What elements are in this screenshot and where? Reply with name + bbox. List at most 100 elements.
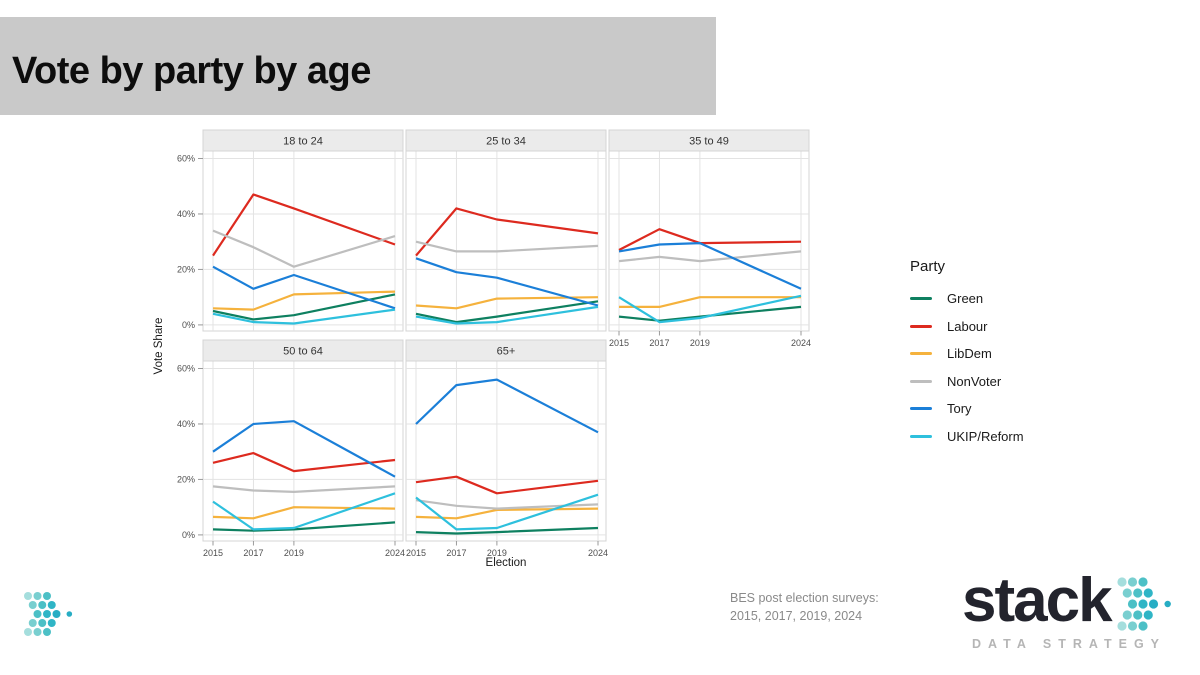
series-line-ukip-reform <box>415 493 599 531</box>
chart-legend: Party Green Labour LibDem NonVoter Tory UKIP/… <box>910 258 1024 450</box>
series-line-labour <box>415 475 599 495</box>
x-tick-label: 2017 <box>446 548 466 558</box>
dot <box>43 610 51 618</box>
legend-swatch <box>910 297 932 301</box>
y-tick-label: 40% <box>177 419 195 429</box>
stack-tagline: DATA STRATEGY <box>972 637 1167 651</box>
dot <box>1132 610 1142 620</box>
legend-item-nonvoter: NonVoter <box>910 368 1024 396</box>
series-line-green <box>415 526 599 535</box>
series-line-green <box>415 300 599 324</box>
series-line-labour <box>618 228 802 251</box>
dot <box>1127 599 1137 609</box>
source-note: BES post election surveys: 2015, 2017, 2… <box>730 589 879 625</box>
series-line-tory <box>212 420 396 478</box>
series-line-green <box>618 305 802 322</box>
x-tick-label: 2019 <box>284 548 304 558</box>
dot <box>1116 621 1127 631</box>
legend-swatch <box>910 434 932 438</box>
dot <box>43 592 51 600</box>
dot <box>47 601 56 609</box>
legend-item-tory: Tory <box>910 395 1024 423</box>
legend-label: LibDem <box>947 346 992 362</box>
dot <box>33 628 42 636</box>
facet-strip <box>202 129 404 152</box>
dot <box>1127 577 1137 587</box>
source-line-2: 2015, 2017, 2019, 2024 <box>730 609 863 623</box>
series-line-libdem <box>212 506 396 520</box>
facet-panel <box>405 360 607 542</box>
title-banner: Vote by party by age <box>0 17 716 115</box>
series-line-labour <box>212 452 396 473</box>
facet-panel <box>202 150 404 332</box>
y-tick-label: 60% <box>177 363 195 373</box>
dot <box>66 611 73 617</box>
dot <box>1122 610 1132 620</box>
y-axis-title: Vote Share <box>153 318 165 375</box>
dots-chevron-right-icon <box>24 592 73 636</box>
legend-swatch <box>910 407 932 411</box>
dot <box>1137 621 1148 631</box>
x-axis-title: Election <box>486 557 527 569</box>
series-line-green <box>212 293 396 321</box>
facet-strip-label: 50 to 64 <box>283 346 323 358</box>
y-tick-label: 20% <box>177 264 195 274</box>
x-tick-label: 2024 <box>588 548 608 558</box>
dot <box>33 592 42 600</box>
y-tick-label: 20% <box>177 474 195 484</box>
dot <box>52 610 61 618</box>
page-title: Vote by party by age <box>12 49 371 92</box>
series-line-nonvoter <box>212 485 396 493</box>
facet-strip <box>202 339 404 362</box>
brand-row: stack <box>962 566 1173 635</box>
x-tick-label: 2017 <box>649 338 669 348</box>
facet-strip <box>608 129 810 152</box>
dot <box>1132 588 1142 598</box>
y-tick-label: 0% <box>182 530 195 540</box>
legend-swatch <box>910 352 932 356</box>
dot <box>1137 577 1148 587</box>
x-tick-label: 2019 <box>690 338 710 348</box>
facet-strip-label: 35 to 49 <box>689 136 729 148</box>
legend-label: Green <box>947 291 984 307</box>
series-line-ukip-reform <box>618 294 802 324</box>
y-tick-label: 40% <box>177 209 195 219</box>
stack-wordmark: stack <box>962 566 1113 635</box>
series-line-labour <box>212 193 396 257</box>
dot <box>24 628 32 636</box>
legend-label: NonVoter <box>947 373 1002 389</box>
dot <box>38 619 47 627</box>
x-tick-label: 2024 <box>385 548 405 558</box>
facet-strip <box>405 129 607 152</box>
dot <box>1143 588 1153 598</box>
dot <box>38 601 47 609</box>
legend-item-green: Green <box>910 285 1024 313</box>
facet-strip-label: 25 to 34 <box>486 136 526 148</box>
series-line-nonvoter <box>212 229 396 268</box>
facet-strip-label: 18 to 24 <box>283 136 323 148</box>
series-line-libdem <box>619 296 801 308</box>
dot <box>1127 621 1137 631</box>
dot <box>1116 577 1127 587</box>
legend-swatch <box>910 379 932 383</box>
series-line-labour <box>415 207 599 257</box>
legend-title: Party <box>910 258 946 275</box>
dots-chevron-right-icon <box>1116 577 1171 631</box>
vote-share-facet-chart: 18 to 24 0% 20% 40% 60% 25 to 34 35 to 49 2015 2… <box>140 120 840 580</box>
series-line-green <box>212 521 396 532</box>
dot <box>1137 599 1148 609</box>
dot <box>1148 599 1158 609</box>
y-tick-label: 0% <box>182 320 195 330</box>
legend-item-labour: Labour <box>910 313 1024 341</box>
legend-item-libdem: LibDem <box>910 340 1024 368</box>
series-line-tory <box>415 378 599 434</box>
series-line-nonvoter <box>415 499 599 510</box>
series-line-tory <box>415 257 599 307</box>
legend-label: UKIP/Reform <box>947 428 1024 444</box>
dot <box>1122 588 1132 598</box>
dot <box>33 610 42 618</box>
series-line-nonvoter <box>415 240 599 253</box>
series-line-nonvoter <box>618 250 802 263</box>
